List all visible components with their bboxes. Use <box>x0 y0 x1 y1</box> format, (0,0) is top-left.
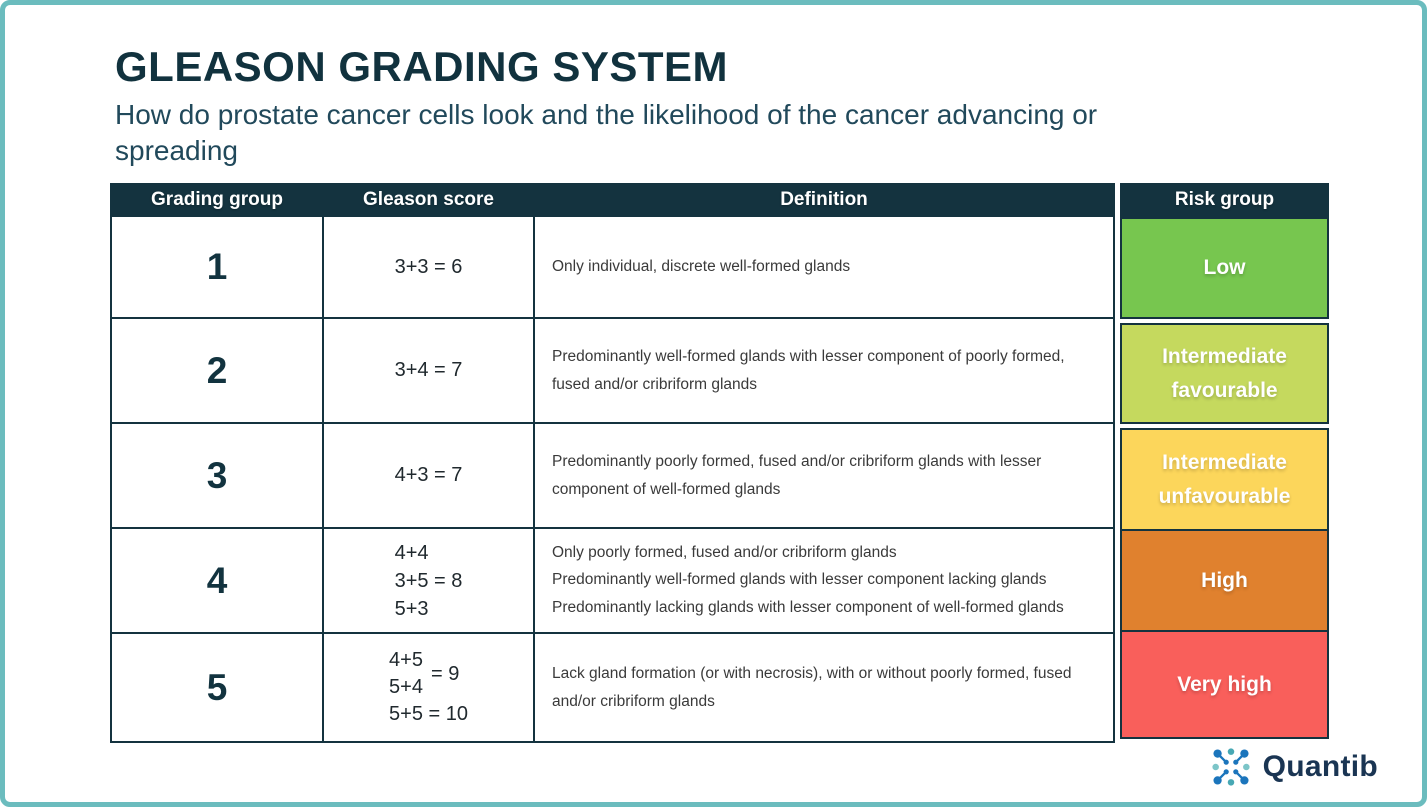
grading-group-cell: 1 <box>112 217 322 317</box>
gleason-score-line: 5+4 <box>389 676 423 698</box>
quantib-logo-icon <box>1211 748 1250 786</box>
risk-label: Intermediate <box>1162 450 1287 474</box>
definition-text: Predominantly lacking glands with lesser… <box>552 598 1064 616</box>
risk-column: Risk group Low Intermediate favourable I… <box>1120 183 1329 743</box>
definition-cell: Predominantly poorly formed, fused and/o… <box>535 424 1113 527</box>
gleason-table: Grading group Gleason score Definition 1… <box>110 183 1329 743</box>
column-header-gleason-score: Gleason score <box>324 185 533 215</box>
gleason-score-cell: 4+3 = 7 <box>324 424 533 527</box>
grading-group-value: 3 <box>206 454 228 496</box>
column-header-risk-group: Risk group <box>1120 183 1329 217</box>
definition-text: Predominantly well-formed glands with le… <box>552 348 1065 393</box>
gleason-score-value: 3+4 = 7 <box>394 359 463 381</box>
grading-group-cell: 3 <box>112 424 322 527</box>
risk-badge-high: High <box>1120 529 1329 632</box>
grading-group-value: 5 <box>206 666 228 708</box>
table-main-grid: Grading group Gleason score Definition 1… <box>110 183 1115 743</box>
risk-label: unfavourable <box>1158 484 1291 508</box>
gleason-score-line: 4+4 <box>394 541 429 564</box>
risk-badge-intermediate-unfavourable: Intermediate unfavourable <box>1120 428 1329 531</box>
definition-cell: Predominantly well-formed glands with le… <box>535 319 1113 422</box>
column-header-definition: Definition <box>535 185 1113 215</box>
quantib-logo-text: Quantib <box>1262 750 1378 783</box>
gleason-score-line: 4+5 <box>389 649 423 671</box>
risk-label: Low <box>1203 256 1246 280</box>
risk-badge-very-high: Very high <box>1120 630 1329 739</box>
gleason-score-cell: 4+5 5+4 = 9 5+5 = 10 <box>324 634 533 741</box>
definition-cell: Lack gland formation (or with necrosis),… <box>535 634 1113 741</box>
definition-cell: Only individual, discrete well-formed gl… <box>535 217 1113 317</box>
risk-badge-intermediate-favourable: Intermediate favourable <box>1120 323 1329 424</box>
page-subtitle: How do prostate cancer cells look and th… <box>115 99 1098 166</box>
gleason-score-result: = 9 <box>430 662 460 685</box>
definition-text: Only poorly formed, fused and/or cribrif… <box>552 543 897 561</box>
gleason-score-cell: 4+4 3+5 = 8 5+3 <box>324 529 533 632</box>
grading-group-value: 1 <box>206 246 228 287</box>
grading-group-value: 4 <box>206 559 228 601</box>
risk-badge-low: Low <box>1120 217 1329 319</box>
grading-group-cell: 5 <box>112 634 322 741</box>
definition-text: Predominantly well-formed glands with le… <box>552 571 1047 589</box>
gleason-score-cell: 3+4 = 7 <box>324 319 533 422</box>
risk-label: Very high <box>1177 672 1272 696</box>
gleason-score-line: 5+3 <box>394 597 429 620</box>
gleason-score-cell: 3+3 = 6 <box>324 217 533 317</box>
gleason-score-line: 3+5 = 8 <box>394 569 463 592</box>
grading-group-cell: 2 <box>112 319 322 422</box>
gleason-score-value: 3+3 = 6 <box>394 255 463 278</box>
gleason-score-line: 5+5 = 10 <box>389 703 468 725</box>
definition-text: Predominantly poorly formed, fused and/o… <box>552 453 1042 498</box>
column-header-grading-group: Grading group <box>112 185 322 215</box>
definition-cell: Only poorly formed, fused and/or cribrif… <box>535 529 1113 632</box>
quantib-logo: Quantib <box>1208 744 1378 790</box>
definition-text: Lack gland formation (or with necrosis),… <box>552 665 1072 710</box>
grading-group-value: 2 <box>206 349 228 391</box>
risk-label: favourable <box>1171 378 1278 402</box>
risk-label: High <box>1201 568 1248 592</box>
definition-text: Only individual, discrete well-formed gl… <box>552 258 851 276</box>
risk-label: Intermediate <box>1162 344 1287 368</box>
gleason-score-value: 4+3 = 7 <box>394 464 463 486</box>
page-header: GLEASON GRADING SYSTEM How do prostate c… <box>5 5 1422 169</box>
page-title: GLEASON GRADING SYSTEM <box>115 43 729 90</box>
grading-group-cell: 4 <box>112 529 322 632</box>
